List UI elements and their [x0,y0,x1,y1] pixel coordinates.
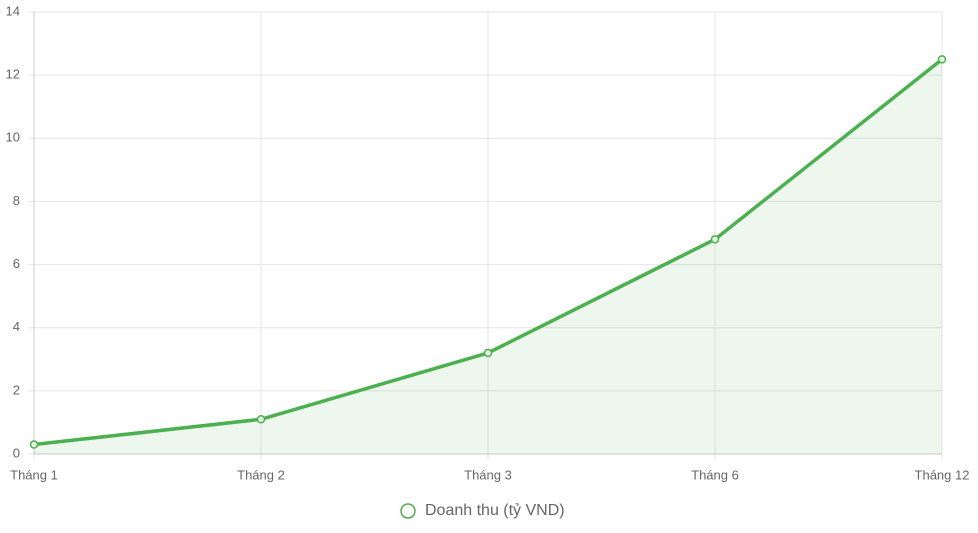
y-tick-label: 14 [6,3,20,18]
legend-label: Doanh thu (tỷ VND) [425,502,565,519]
point [256,415,266,424]
y-tick-label: 0 [13,445,20,460]
area [34,59,942,454]
y-tick-label: 12 [6,67,20,82]
y-tick-label: 10 [6,130,20,145]
y-tick-label: 2 [13,382,20,397]
legend-marker [400,503,416,519]
y-tick-label: 4 [13,319,20,334]
point [710,235,720,244]
y-tick-label: 6 [13,256,20,271]
x-tick-label: Tháng 2 [237,467,285,482]
x-tick-label: Tháng 12 [915,467,970,482]
x-tick-label: Tháng 1 [10,467,58,482]
y-tick-label: 8 [13,193,20,208]
x-tick-label: Tháng 3 [464,467,512,482]
point [937,55,947,64]
point [483,348,493,358]
point [29,440,39,449]
x-tick-label: Tháng 6 [691,467,739,482]
